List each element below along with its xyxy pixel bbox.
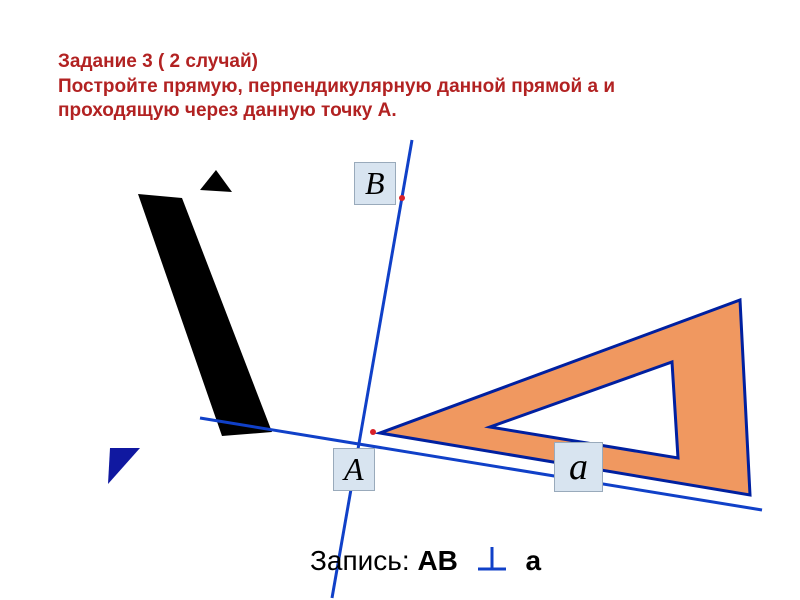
notation-prefix: Запись: (310, 545, 417, 576)
line-ab (332, 140, 412, 598)
label-a-line: a (554, 442, 603, 492)
point-a (370, 429, 376, 435)
perpendicular-icon (474, 545, 510, 580)
geometry-scene (0, 0, 800, 600)
point-b (399, 195, 405, 201)
label-b: B (354, 162, 396, 205)
small-arrow-icon (108, 448, 140, 484)
ruler-tip (200, 170, 232, 192)
notation-line: a (525, 545, 541, 576)
label-a-point: A (333, 448, 375, 491)
notation-text: Запись: AB a (310, 545, 541, 580)
notation-segment: AB (417, 545, 457, 576)
ruler-body (138, 194, 272, 436)
